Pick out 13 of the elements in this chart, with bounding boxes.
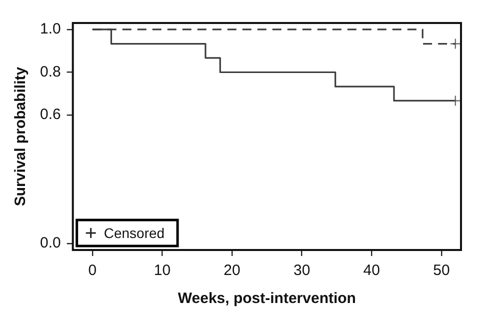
x-tick-label: 0 — [88, 262, 97, 280]
y-tick-label: 0.8 — [40, 63, 61, 80]
x-tick-label: 30 — [293, 262, 310, 280]
y-tick-label: 1.0 — [40, 20, 61, 38]
y-tick-label: 0.6 — [40, 106, 61, 124]
x-tick-label: 10 — [154, 262, 171, 280]
x-tick-label: 50 — [433, 262, 450, 280]
y-tick-label: 0.0 — [40, 234, 61, 252]
x-tick-label: 40 — [363, 262, 380, 280]
x-tick-label: 20 — [224, 262, 240, 280]
text: Censored — [104, 224, 165, 241]
y-axis-title: Survival probability — [12, 66, 30, 206]
x-axis-title: Weeks, post-intervention — [178, 290, 356, 308]
